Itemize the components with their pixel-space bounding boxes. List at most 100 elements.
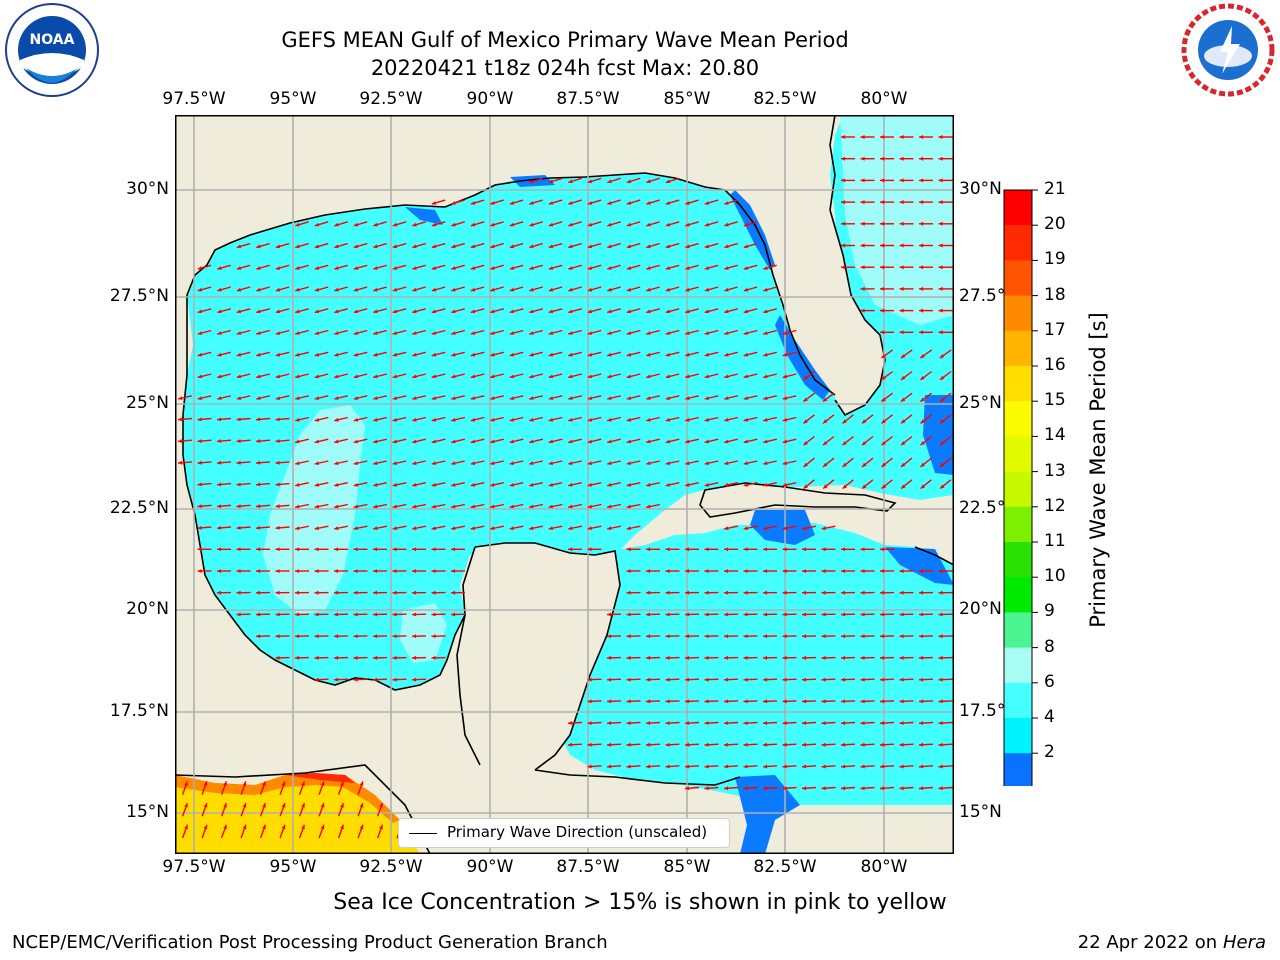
wave-arrow [255, 439, 271, 443]
wave-arrow [337, 781, 345, 795]
wave-arrow [821, 677, 836, 682]
wave-arrow [275, 525, 290, 530]
wave-arrow [743, 264, 758, 270]
wave-arrow [685, 199, 699, 205]
wave-arrow [763, 547, 777, 552]
wave-arrow [275, 547, 290, 552]
wave-arrow [919, 178, 933, 183]
wave-arrow [568, 199, 582, 205]
wave-arrow [314, 547, 329, 552]
wave-arrow [646, 438, 660, 444]
wave-arrow [275, 655, 290, 660]
wave-arrow [918, 655, 934, 660]
wave-arrow [918, 569, 934, 573]
wave-arrow [259, 781, 267, 795]
wave-arrow [918, 699, 934, 704]
wave-arrow [197, 264, 212, 270]
wave-arrow [879, 742, 895, 747]
wave-arrow [626, 286, 641, 292]
wave-arrow [256, 373, 270, 379]
wave-arrow [607, 264, 621, 270]
wave-arrow [743, 351, 758, 357]
wave-arrow [704, 221, 719, 227]
wave-arrow [646, 199, 660, 205]
wave-arrow [704, 460, 719, 466]
wave-arrow [256, 351, 270, 357]
wave-arrow [568, 286, 582, 292]
wave-arrow [606, 699, 622, 704]
wave-arrow [822, 392, 835, 403]
wave-arrow [373, 329, 387, 335]
wave-arrow [840, 612, 856, 617]
colorbar-band [1004, 401, 1032, 437]
wave-arrow [314, 221, 329, 227]
wave-arrow [197, 351, 212, 357]
wave-arrow [665, 395, 680, 400]
wave-arrow [197, 460, 212, 465]
wave-arrow [548, 242, 563, 249]
wave-arrow [860, 265, 875, 270]
wave-arrow [724, 308, 738, 314]
wave-arrow [840, 721, 856, 725]
wave-arrow [704, 612, 719, 617]
wave-arrow [431, 286, 446, 292]
wave-arrow [240, 781, 247, 795]
wave-arrow [665, 329, 680, 335]
wave-arrow [373, 308, 387, 314]
lon-label-top: 87.5°W [556, 89, 620, 109]
wave-arrow [704, 351, 719, 357]
wave-arrow [197, 439, 212, 443]
wave-arrow [723, 699, 739, 704]
wave-arrow [723, 721, 739, 725]
wave-arrow [879, 655, 895, 660]
wave-arrow [295, 438, 309, 444]
wave-arrow [373, 242, 387, 249]
wave-arrow [529, 221, 543, 227]
wave-arrow [645, 569, 661, 573]
wave-arrow [353, 612, 368, 617]
wave-arrow [353, 416, 368, 422]
colorbar-tick-label: 11 [1044, 531, 1066, 551]
wave-arrow [763, 308, 777, 314]
wave-arrow [372, 503, 388, 509]
wave-arrow [314, 612, 329, 617]
wave-arrow [919, 308, 933, 313]
wave-arrow [938, 655, 953, 660]
wave-arrow [357, 802, 364, 817]
wave-arrow [840, 655, 856, 660]
wave-arrow [899, 200, 914, 205]
wave-arrow [743, 525, 758, 531]
wave-arrow [782, 482, 797, 487]
wave-arrow [899, 221, 914, 226]
wave-arrow [431, 655, 446, 660]
wave-arrow [665, 547, 680, 552]
wave-arrow [372, 634, 388, 639]
lon-label-bottom: 85°W [663, 857, 711, 877]
wave-arrow [900, 414, 913, 424]
wave-arrow [899, 243, 914, 248]
wave-arrow [334, 482, 348, 487]
wave-arrow [801, 590, 817, 595]
wave-arrow [337, 802, 345, 817]
wave-arrow [431, 612, 446, 617]
wave-arrow [685, 286, 699, 292]
wave-arrow [334, 547, 348, 552]
wave-arrow [431, 460, 446, 466]
wave-arrow [509, 482, 524, 487]
wave-arrow [782, 742, 797, 747]
wave-arrow [743, 612, 758, 617]
colorbar-tick-label: 4 [1044, 707, 1055, 727]
wave-arrow [743, 677, 758, 682]
wave-arrow [919, 349, 933, 359]
wave-arrow [743, 721, 758, 725]
wave-arrow [879, 677, 895, 682]
wave-arrow [879, 786, 895, 791]
wave-arrow [860, 286, 875, 291]
wave-arrow [295, 395, 309, 400]
wave-arrow [392, 438, 407, 444]
wave-arrow [607, 308, 621, 314]
wave-arrow [860, 547, 875, 552]
wave-arrow [353, 438, 368, 444]
wave-arrow [334, 242, 348, 249]
wave-arrow [899, 612, 914, 617]
